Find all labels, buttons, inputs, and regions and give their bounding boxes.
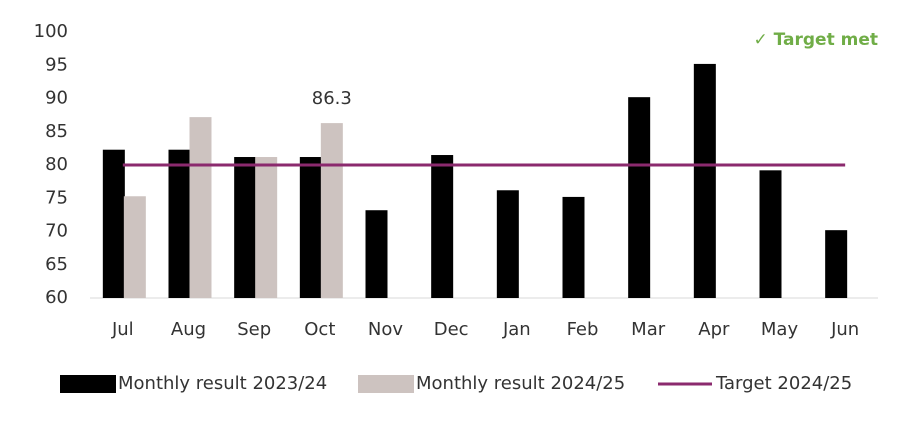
x-tick-label: Mar bbox=[631, 319, 666, 340]
y-tick-label: 95 bbox=[45, 54, 68, 75]
x-tick-label: Jan bbox=[502, 319, 531, 340]
bar bbox=[759, 170, 782, 298]
x-tick-label: Nov bbox=[368, 319, 403, 340]
y-tick-label: 70 bbox=[45, 221, 68, 242]
x-tick-label: Feb bbox=[567, 319, 599, 340]
bar bbox=[123, 196, 146, 298]
bar bbox=[693, 63, 716, 298]
bar bbox=[255, 157, 278, 298]
x-tick-label: Apr bbox=[698, 319, 730, 340]
bar bbox=[168, 149, 191, 298]
bar bbox=[365, 210, 388, 298]
legend-swatch bbox=[60, 375, 116, 393]
bar bbox=[234, 157, 257, 298]
x-tick-label: May bbox=[761, 319, 799, 340]
y-tick-label: 80 bbox=[45, 154, 68, 175]
y-tick-label: 65 bbox=[45, 254, 68, 275]
bar bbox=[825, 230, 848, 298]
y-tick-label: 75 bbox=[45, 187, 68, 208]
y-tick-label: 100 bbox=[34, 21, 68, 42]
x-tick-label: Jun bbox=[830, 319, 859, 340]
y-tick-label: 85 bbox=[45, 121, 68, 142]
legend-swatch bbox=[358, 375, 414, 393]
bar bbox=[562, 196, 585, 298]
x-tick-label: Oct bbox=[304, 319, 335, 340]
bar bbox=[102, 149, 125, 298]
bar bbox=[320, 123, 343, 298]
x-tick-label: Aug bbox=[171, 319, 206, 340]
x-tick-label: Dec bbox=[434, 319, 469, 340]
bar bbox=[431, 155, 454, 298]
legend-label: Monthly result 2024/25 bbox=[416, 373, 625, 394]
y-tick-label: 90 bbox=[45, 88, 68, 109]
y-tick-label: 60 bbox=[45, 287, 68, 308]
legend-label: Target 2024/25 bbox=[715, 373, 852, 394]
bar bbox=[189, 117, 212, 299]
x-tick-label: Sep bbox=[237, 319, 271, 340]
legend-label: Monthly result 2023/24 bbox=[118, 373, 327, 394]
annotation: ✓ Target met bbox=[753, 30, 878, 50]
bar bbox=[299, 157, 322, 298]
bar bbox=[496, 190, 519, 298]
x-tick-label: Jul bbox=[111, 319, 134, 340]
bar bbox=[628, 97, 651, 298]
data-label: 86.3 bbox=[312, 88, 352, 109]
